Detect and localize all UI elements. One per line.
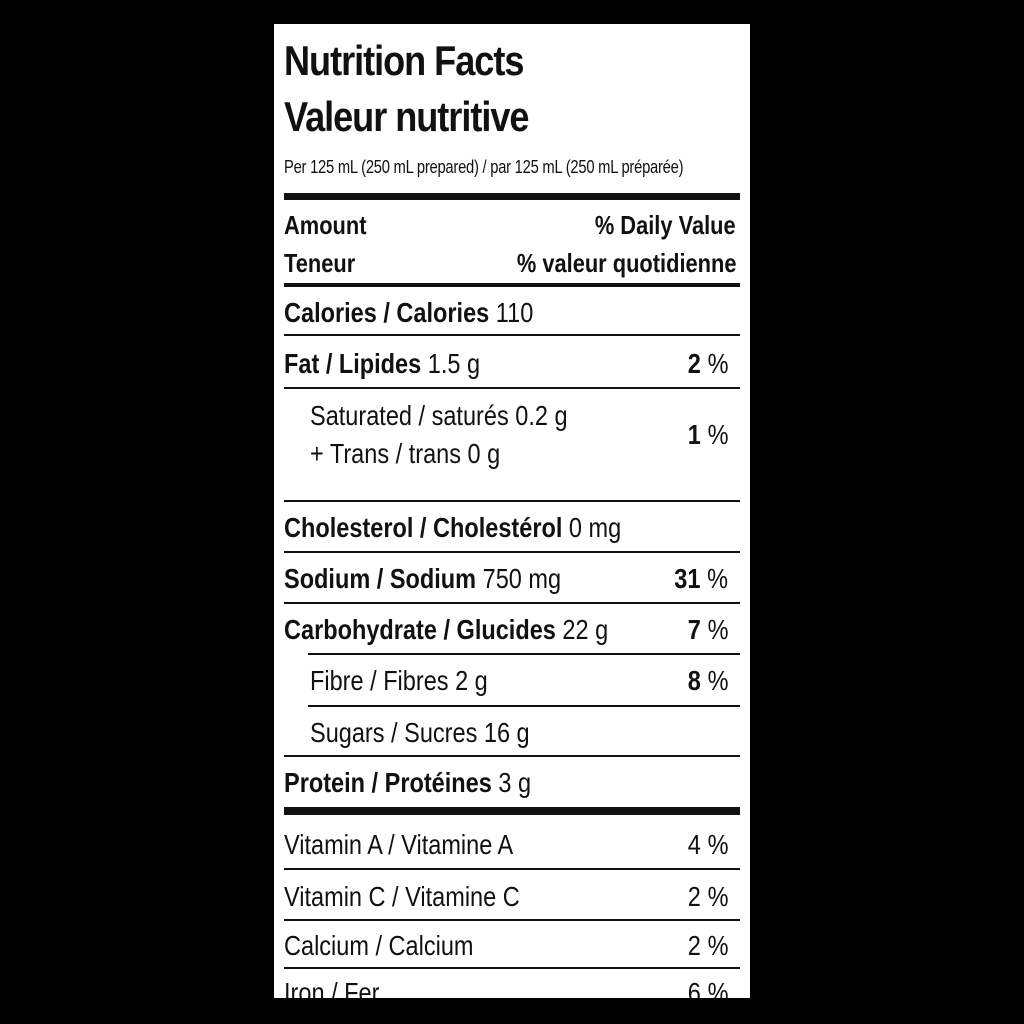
row-vitamin-a: Vitamin A / Vitamine A 4% <box>284 815 740 870</box>
row-divider <box>284 551 740 553</box>
row-fat: Fat / Lipides 1.5 g 2% <box>284 336 740 389</box>
trans-label: + Trans / trans 0 g <box>310 438 501 469</box>
calories-value: 110 <box>495 297 534 328</box>
sodium-pct-sign: % <box>707 563 728 594</box>
cholesterol-value: 0 mg <box>568 512 622 543</box>
fat-value: 1.5 g <box>427 348 481 379</box>
row-vitamin-c: Vitamin C / Vitamine C 2% <box>284 870 740 921</box>
row-divider <box>308 705 740 707</box>
cholesterol-text: Cholesterol / Cholestérol 0 mg <box>284 511 621 545</box>
header-daily-value: % Daily Value <box>595 210 736 240</box>
protein-label: Protein / Protéines <box>284 767 492 798</box>
vitamin-a-pct: 4 <box>687 829 701 860</box>
row-divider <box>284 334 740 336</box>
cholesterol-label: Cholesterol / Cholestérol <box>284 512 563 543</box>
row-divider <box>284 967 740 969</box>
row-saturated-trans: Saturated / saturés 0.2 g + Trans / tran… <box>284 389 740 502</box>
header-amount: Amount <box>284 210 367 240</box>
row-divider <box>284 387 740 389</box>
sodium-label: Sodium / Sodium <box>284 563 477 594</box>
iron-pct-sign: % <box>707 977 728 998</box>
sugars-label: Sugars / Sucres 16 g <box>310 717 530 748</box>
vitamin-c-pct-sign: % <box>707 881 728 912</box>
row-fibre: Fibre / Fibres 2 g 8% <box>284 655 740 707</box>
row-calories: Calories / Calories 110 <box>284 287 740 336</box>
fat-pct-sign: % <box>707 348 728 379</box>
fibre-pct: 8 <box>687 665 701 696</box>
calcium-daily-value: 2% <box>687 929 728 963</box>
sodium-text: Sodium / Sodium 750 mg <box>284 562 561 596</box>
saturated-label: Saturated / saturés 0.2 g <box>310 400 568 431</box>
fat-text: Fat / Lipides 1.5 g <box>284 347 480 381</box>
carbohydrate-pct: 7 <box>687 614 701 645</box>
row-protein: Protein / Protéines 3 g <box>284 757 740 807</box>
carbohydrate-pct-sign: % <box>707 614 728 645</box>
sodium-pct: 31 <box>674 563 701 594</box>
carbohydrate-daily-value: 7% <box>687 613 728 647</box>
serving-size: Per 125 mL (250 mL prepared) / par 125 m… <box>284 157 684 177</box>
header-teneur: Teneur <box>284 248 356 278</box>
calcium-pct-sign: % <box>707 930 728 961</box>
row-carbohydrate: Carbohydrate / Glucides 22 g 7% <box>284 604 740 655</box>
calcium-pct: 2 <box>687 930 701 961</box>
vitamin-c-label: Vitamin C / Vitamine C <box>284 881 520 912</box>
saturated-pct-sign: % <box>707 419 728 450</box>
row-sodium: Sodium / Sodium 750 mg 31% <box>284 553 740 604</box>
protein-value: 3 g <box>498 767 532 798</box>
fat-daily-value: 2% <box>687 347 728 381</box>
title-english: Nutrition Facts <box>284 37 524 84</box>
protein-text: Protein / Protéines 3 g <box>284 766 531 800</box>
fat-label: Fat / Lipides <box>284 348 422 379</box>
vitamin-a-daily-value: 4% <box>687 828 728 862</box>
row-calcium: Calcium / Calcium 2% <box>284 921 740 969</box>
row-divider <box>284 755 740 757</box>
row-divider <box>308 653 740 655</box>
fibre-label: Fibre / Fibres 2 g <box>310 665 488 696</box>
calories-text: Calories / Calories 110 <box>284 296 533 330</box>
vitamin-a-pct-sign: % <box>707 829 728 860</box>
calories-label: Calories / Calories <box>284 297 490 328</box>
vitamin-c-daily-value: 2% <box>687 880 728 914</box>
title-french: Valeur nutritive <box>284 93 529 140</box>
row-divider <box>284 868 740 870</box>
fibre-pct-sign: % <box>707 665 728 696</box>
calcium-label: Calcium / Calcium <box>284 930 474 961</box>
row-divider <box>284 602 740 604</box>
vitamin-c-pct: 2 <box>687 881 701 912</box>
header-valeur-quotidienne: % valeur quotidienne <box>516 248 736 278</box>
row-divider <box>284 500 740 502</box>
header-divider <box>284 283 740 287</box>
row-divider <box>284 919 740 921</box>
row-sugars: Sugars / Sucres 16 g <box>284 707 740 757</box>
carbohydrate-value: 22 g <box>562 614 609 645</box>
carbohydrate-text: Carbohydrate / Glucides 22 g <box>284 613 608 647</box>
top-thick-divider <box>284 193 740 200</box>
label-content: Nutrition Facts Valeur nutritive Per 125… <box>284 24 748 998</box>
saturated-daily-value: 1% <box>687 418 728 452</box>
carbohydrate-label: Carbohydrate / Glucides <box>284 614 556 645</box>
fibre-daily-value: 8% <box>687 664 728 698</box>
iron-daily-value: 6% <box>687 976 728 998</box>
row-cholesterol: Cholesterol / Cholestérol 0 mg <box>284 502 740 553</box>
row-iron: Iron / Fer 6% <box>284 969 740 998</box>
saturated-pct: 1 <box>687 419 701 450</box>
iron-pct: 6 <box>687 977 701 998</box>
fat-pct: 2 <box>687 348 701 379</box>
sodium-value: 750 mg <box>482 563 562 594</box>
nutrition-facts-label: Nutrition Facts Valeur nutritive Per 125… <box>274 24 750 998</box>
iron-label: Iron / Fer <box>284 977 380 998</box>
sodium-daily-value: 31% <box>674 562 728 596</box>
vitamins-thick-divider <box>284 807 740 815</box>
vitamin-a-label: Vitamin A / Vitamine A <box>284 829 514 860</box>
